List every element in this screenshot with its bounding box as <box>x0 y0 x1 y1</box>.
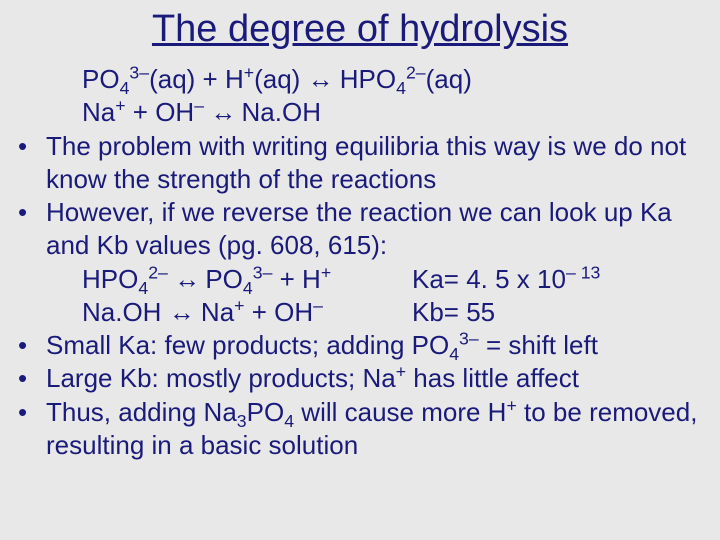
bullet-icon: • <box>18 130 46 197</box>
bullet-item: • Small Ka: few products; adding PO43– =… <box>18 329 702 362</box>
bullet-item: • However, if we reverse the reaction we… <box>18 196 702 263</box>
bullet-text: The problem with writing equilibria this… <box>46 130 702 197</box>
equilibrium-arrow-icon: ↔ <box>169 297 194 327</box>
bullet-item: • Thus, adding Na3PO4 will cause more H+… <box>18 396 702 463</box>
bullet-icon: • <box>18 196 46 263</box>
bullet-text: Thus, adding Na3PO4 will cause more H+ t… <box>46 396 702 463</box>
equation-4: Na.OH ↔ Na+ + OH– Kb= 55 <box>18 296 702 329</box>
slide-body: PO43–(aq) + H+(aq) ↔ HPO42–(aq) Na+ + OH… <box>18 63 702 462</box>
bullet-icon: • <box>18 329 46 362</box>
equilibrium-arrow-icon: ↔ <box>168 264 205 294</box>
bullet-text: Large Kb: mostly products; Na+ has littl… <box>46 362 702 395</box>
equation-1: PO43–(aq) + H+(aq) ↔ HPO42–(aq) <box>18 63 702 96</box>
slide: The degree of hydrolysis PO43–(aq) + H+(… <box>0 0 720 540</box>
equilibrium-arrow-icon: ↔ <box>204 97 241 127</box>
bullet-icon: • <box>18 362 46 395</box>
bullet-item: • Large Kb: mostly products; Na+ has lit… <box>18 362 702 395</box>
bullet-text: Small Ka: few products; adding PO43– = s… <box>46 329 702 362</box>
bullet-icon: • <box>18 396 46 463</box>
equation-2: Na+ + OH– ↔ Na.OH <box>18 96 702 129</box>
bullet-text: However, if we reverse the reaction we c… <box>46 196 702 263</box>
equation-3: HPO42– ↔ PO43– + H+ Ka= 4. 5 x 10– 13 <box>18 263 702 296</box>
equilibrium-arrow-icon: ↔ <box>308 64 333 94</box>
slide-title: The degree of hydrolysis <box>18 8 702 51</box>
bullet-item: • The problem with writing equilibria th… <box>18 130 702 197</box>
